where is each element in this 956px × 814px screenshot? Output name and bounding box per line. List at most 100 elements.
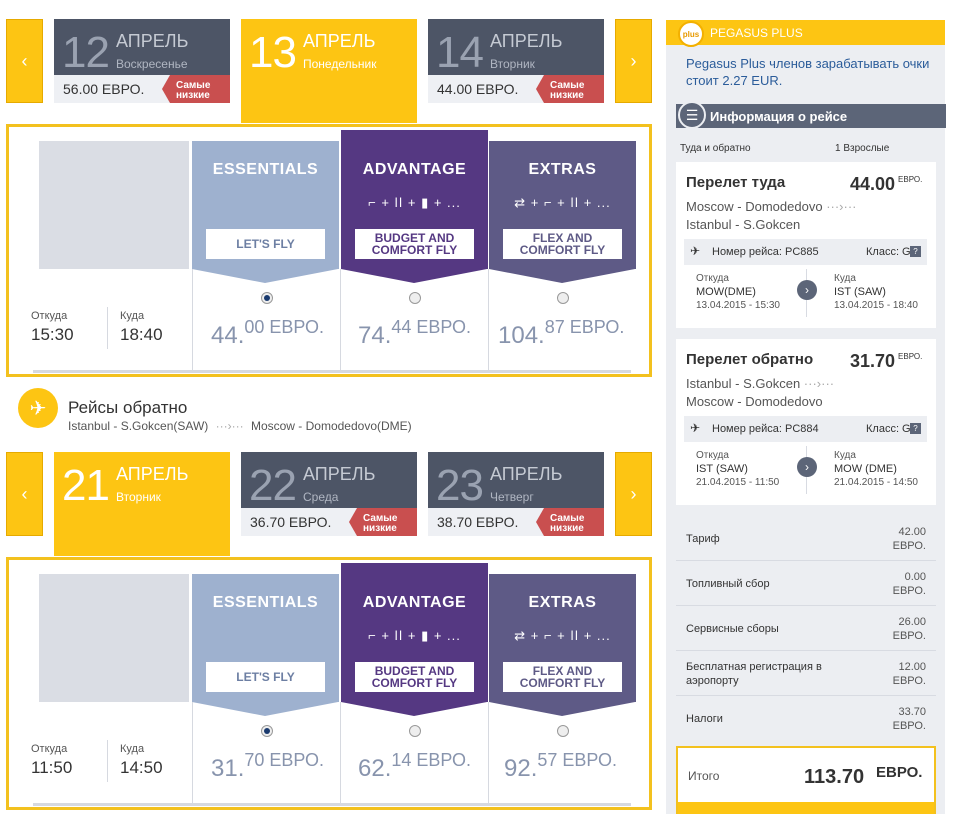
from-time: 21.04.2015 - 11:50 — [696, 477, 780, 488]
date-card-21-selected[interactable]: 21 АПРЕЛЬ Вторник — [54, 452, 230, 556]
to-code: MOW (DME) — [834, 463, 897, 475]
fare-notch — [341, 702, 487, 716]
price-rest: 14 ЕВРО. — [391, 750, 472, 770]
fare-header-spacer — [39, 141, 189, 269]
date-weekday: Четверг — [490, 490, 534, 504]
list-icon: ☰ — [678, 101, 706, 129]
prev-date-button[interactable]: ‹ — [6, 19, 43, 103]
passenger-count: 1 Взрослые — [835, 143, 890, 154]
inbound-fare-panel: ESSENTIALS LET'S FLY ADVANTAGE ⌐ + ǀǀ + … — [6, 557, 652, 810]
date-price: 38.70 ЕВРО. — [428, 508, 536, 536]
route-arrow-icon: ···›··· — [803, 376, 835, 391]
fare-title: EXTRAS — [528, 594, 597, 611]
arrow-right-icon: › — [797, 280, 817, 300]
continue-button-edge[interactable] — [678, 802, 934, 814]
to-label: Куда — [834, 273, 856, 284]
fare-advantage[interactable]: ADVANTAGE ⌐ + ǀǀ + ▮ + ... BUDGET AND CO… — [341, 563, 488, 716]
fare-extras[interactable]: EXTRAS ⇄ + ⌐ + ǀǀ + ... FLEX AND COMFORT… — [489, 574, 636, 716]
info-icon[interactable]: ? — [910, 246, 921, 257]
fare-notch — [192, 269, 338, 283]
date-month: АПРЕЛЬ — [490, 464, 563, 484]
to-code: IST (SAW) — [834, 286, 886, 298]
cost-currency: ЕВРО. — [892, 675, 926, 687]
divider — [192, 269, 193, 371]
date-day: 22 — [249, 461, 297, 510]
from-label: Откуда — [696, 450, 729, 461]
flight-number: Номер рейса: PC885 — [712, 246, 819, 258]
cost-value: 12.00 ЕВРО. — [893, 660, 926, 688]
route-arrow-icon: ···›··· — [826, 199, 857, 214]
divider — [488, 702, 489, 804]
fare-notch — [192, 702, 338, 716]
cost-row-taxes: Налоги 33.70 ЕВРО. — [676, 696, 936, 741]
return-title: Рейсы обратно — [68, 398, 188, 417]
route-to: Istanbul - S.Gokcen — [686, 217, 801, 232]
fare-tag: FLEX AND COMFORT FLY — [503, 229, 622, 259]
date-price: 56.00 ЕВРО. — [54, 75, 162, 103]
date-day: 13 — [249, 28, 297, 77]
fare-advantage[interactable]: ADVANTAGE ⌐ + ǀǀ + ▮ + ... BUDGET AND CO… — [341, 130, 488, 283]
departure-time: 11:50 — [31, 758, 73, 777]
total-value: 113.70 — [804, 766, 865, 788]
return-route: Istanbul - S.Gokcen(SAW) ···›··· Moscow … — [68, 419, 412, 433]
fare-extras[interactable]: EXTRAS ⇄ + ⌐ + ǀǀ + ... FLEX AND COMFORT… — [489, 141, 636, 283]
ticket-icon: ✈ — [690, 244, 701, 258]
cost-label: Налоги — [686, 713, 723, 725]
cost-currency: ЕВРО. — [892, 540, 926, 552]
cost-currency: ЕВРО. — [892, 585, 926, 597]
route-from: Istanbul - S.Gokcen ···›··· — [686, 376, 834, 391]
fare-radio-essentials[interactable] — [261, 292, 273, 304]
prev-date-button[interactable]: ‹ — [6, 452, 43, 536]
cost-value: 33.70 ЕВРО. — [893, 705, 926, 733]
fare-radio-advantage[interactable] — [409, 725, 421, 737]
pegasus-plus-title: PEGASUS PLUS — [710, 26, 803, 40]
fare-notch — [489, 702, 635, 716]
date-card-12[interactable]: 12 АПРЕЛЬ Воскресенье 56.00 ЕВРО. Самые … — [54, 19, 230, 103]
fare-essentials[interactable]: ESSENTIALS LET'S FLY — [192, 141, 339, 283]
date-price: 44.00 ЕВРО. — [428, 75, 536, 103]
fare-essentials[interactable]: ESSENTIALS LET'S FLY — [192, 574, 339, 716]
date-weekday: Вторник — [116, 490, 161, 504]
fare-title: ADVANTAGE — [362, 594, 467, 611]
cost-row-fuel: Топливный сбор 0.00 ЕВРО. — [676, 561, 936, 606]
fare-price-essentials: 44.00 ЕВРО. — [211, 317, 324, 350]
return-to: Moscow - Domodedovo(DME) — [250, 419, 412, 433]
fare-radio-advantage[interactable] — [409, 292, 421, 304]
panel-bottom-line — [33, 803, 631, 806]
next-date-button[interactable]: › — [615, 452, 652, 536]
flex-seat-meal-icons: ⇄ + ⌐ + ǀǀ + ... — [514, 628, 611, 643]
chevron-left-icon: ‹ — [21, 50, 28, 71]
cost-currency: ЕВРО. — [892, 630, 926, 642]
next-date-button[interactable]: › — [615, 19, 652, 103]
to-time: 13.04.2015 - 18:40 — [834, 300, 918, 311]
price-main: 92. — [504, 755, 538, 782]
date-month: АПРЕЛЬ — [116, 31, 189, 51]
fare-radio-essentials[interactable] — [261, 725, 273, 737]
cost-amount: 42.00 — [898, 526, 926, 538]
date-weekday: Вторник — [490, 57, 535, 71]
card-price-currency: ЕВРО. — [898, 352, 923, 361]
cost-value: 0.00 ЕВРО. — [893, 570, 926, 598]
card-price-value: 44.00 — [850, 174, 896, 194]
price-main: 74. — [358, 322, 392, 349]
fare-price-extras: 92.57 ЕВРО. — [504, 750, 617, 783]
divider — [488, 269, 489, 371]
date-card-13-selected[interactable]: 13 АПРЕЛЬ Понедельник — [241, 19, 417, 123]
fare-radio-extras[interactable] — [557, 292, 569, 304]
fare-notch — [489, 269, 635, 283]
departure-time: 15:30 — [31, 325, 74, 344]
date-card-14[interactable]: 14 АПРЕЛЬ Вторник 44.00 ЕВРО. Самые низк… — [428, 19, 604, 103]
fare-radio-extras[interactable] — [557, 725, 569, 737]
cost-currency: ЕВРО. — [892, 720, 926, 732]
date-card-23[interactable]: 23 АПРЕЛЬ Четверг 38.70 ЕВРО. Самые низк… — [428, 452, 604, 536]
date-month: АПРЕЛЬ — [303, 31, 376, 51]
info-icon[interactable]: ? — [910, 423, 921, 434]
cost-amount: 0.00 — [904, 571, 926, 583]
fare-tag: BUDGET AND COMFORT FLY — [355, 229, 474, 259]
cost-label: Бесплатная регистрация в аэропорту — [686, 661, 822, 687]
card-title: Перелет туда — [686, 174, 786, 191]
divider — [340, 269, 341, 371]
route-from: Moscow - Domodedovo ···›··· — [686, 199, 857, 214]
date-card-22[interactable]: 22 АПРЕЛЬ Среда 36.70 ЕВРО. Самые низкие — [241, 452, 417, 536]
divider — [107, 740, 108, 782]
